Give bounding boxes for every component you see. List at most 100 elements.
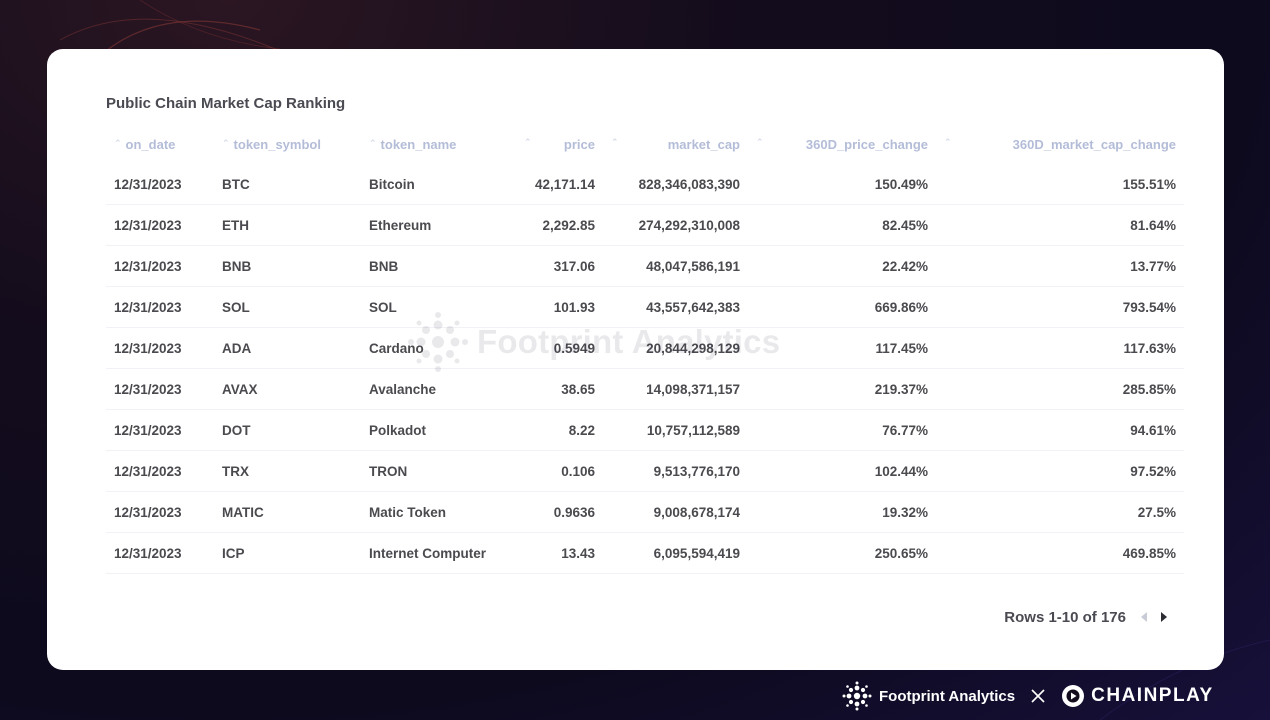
table-row: 12/31/2023 ADA Cardano 0.5949 20,844,298… [106,327,1184,369]
cell-360d-price-change: 250.65% [748,532,936,574]
ranking-table: ⌃ on_date ⌃ token_symbol ⌃ token_name ⌃ pric… [106,124,1184,574]
cell-price: 38.65 [516,368,603,410]
footprint-logo-icon [842,681,872,711]
next-page-button[interactable] [1154,607,1174,627]
cell-market-cap: 43,557,642,383 [603,286,748,328]
cell-360d-price-change: 150.49% [748,164,936,205]
cell-token-symbol: ADA [214,327,361,369]
column-header-label: price [563,136,595,152]
table-row: 12/31/2023 AVAX Avalanche 38.65 14,098,3… [106,368,1184,410]
cell-360d-price-change: 102.44% [748,450,936,492]
card-title: Public Chain Market Cap Ranking [106,95,346,112]
footer-brands: Footprint Analytics CHAINPLAY [840,680,1214,712]
column-header-360d-market-cap-change[interactable]: ⌃ 360D_market_cap_change [936,124,1184,164]
cell-price: 0.106 [516,450,603,492]
cell-market-cap: 9,008,678,174 [603,491,748,533]
cell-token-symbol: BTC [214,164,361,205]
previous-page-button[interactable] [1134,607,1154,627]
cell-360d-market-cap-change: 97.52% [936,450,1184,492]
cell-360d-price-change: 19.32% [748,491,936,533]
sort-icon: ⌃ [524,137,532,147]
column-header-token-name[interactable]: ⌃ token_name [361,124,516,164]
cell-360d-price-change: 82.45% [748,204,936,246]
times-icon [1031,689,1045,703]
sort-icon: ⌃ [756,137,764,147]
column-header-label: 360D_price_change [805,136,928,152]
cell-token-name: TRON [361,450,516,492]
table-row: 12/31/2023 BTC Bitcoin 42,171.14 828,346… [106,164,1184,205]
cell-360d-price-change: 669.86% [748,286,936,328]
cell-token-name: Ethereum [361,204,516,246]
cell-price: 8.22 [516,409,603,451]
cell-market-cap: 6,095,594,419 [603,532,748,574]
cell-token-symbol: BNB [214,245,361,287]
sort-icon: ⌃ [611,137,619,147]
column-header-label: token_name [380,136,457,152]
column-header-market-cap[interactable]: ⌃ market_cap [603,124,748,164]
cell-price: 0.5949 [516,327,603,369]
table-row: 12/31/2023 ETH Ethereum 2,292.85 274,292… [106,204,1184,246]
cell-token-name: Matic Token [361,491,516,533]
footprint-brand-name: Footprint Analytics [879,687,1016,705]
table-row: 12/31/2023 SOL SOL 101.93 43,557,642,383… [106,286,1184,328]
cell-360d-market-cap-change: 117.63% [936,327,1184,369]
cell-market-cap: 10,757,112,589 [603,409,748,451]
cell-360d-market-cap-change: 13.77% [936,245,1184,287]
cell-360d-market-cap-change: 94.61% [936,409,1184,451]
column-header-price[interactable]: ⌃ price [516,124,603,164]
column-header-360d-price-change[interactable]: ⌃ 360D_price_change [748,124,936,164]
cell-market-cap: 48,047,586,191 [603,245,748,287]
cell-token-symbol: MATIC [214,491,361,533]
pagination: Rows 1-10 of 176 [1004,607,1174,627]
cell-price: 317.06 [516,245,603,287]
rows-count-label: Rows 1-10 of 176 [1004,608,1126,626]
sort-icon: ⌃ [944,137,952,147]
cell-360d-price-change: 219.37% [748,368,936,410]
cell-market-cap: 828,346,083,390 [603,164,748,205]
column-header-label: on_date [125,136,176,152]
cell-token-name: SOL [361,286,516,328]
cell-price: 2,292.85 [516,204,603,246]
chainplay-brand-name: CHAINPLAY [1091,685,1214,706]
cell-token-symbol: DOT [214,409,361,451]
table-row: 12/31/2023 TRX TRON 0.106 9,513,776,170 … [106,450,1184,492]
cell-token-name: Bitcoin [361,164,516,205]
chainplay-logo-icon [1062,685,1085,707]
sort-icon: ⌃ [222,137,230,148]
column-header-label: token_symbol [233,136,321,152]
cell-token-name: Cardano [361,327,516,369]
column-header-token-symbol[interactable]: ⌃ token_symbol [214,124,361,164]
chevron-left-icon [1141,612,1147,622]
cell-token-name: Polkadot [361,409,516,451]
cell-360d-price-change: 117.45% [748,327,936,369]
cell-360d-market-cap-change: 469.85% [936,532,1184,574]
cell-token-symbol: TRX [214,450,361,492]
cell-360d-market-cap-change: 81.64% [936,204,1184,246]
cell-token-symbol: SOL [214,286,361,328]
cell-on-date: 12/31/2023 [106,491,214,533]
cell-on-date: 12/31/2023 [106,409,214,451]
cell-market-cap: 9,513,776,170 [603,450,748,492]
cell-token-name: BNB [361,245,516,287]
table-row: 12/31/2023 BNB BNB 317.06 48,047,586,191… [106,245,1184,287]
table-card: Public Chain Market Cap Ranking ⌃ on_date… [47,49,1224,670]
cell-on-date: 12/31/2023 [106,204,214,246]
table-row: 12/31/2023 ICP Internet Computer 13.43 6… [106,532,1184,574]
cell-360d-price-change: 76.77% [748,409,936,451]
cell-360d-market-cap-change: 27.5% [936,491,1184,533]
cell-360d-price-change: 22.42% [748,245,936,287]
cell-market-cap: 14,098,371,157 [603,368,748,410]
cell-price: 13.43 [516,532,603,574]
cell-token-name: Internet Computer [361,532,516,574]
cell-price: 42,171.14 [516,164,603,205]
table-row: 12/31/2023 DOT Polkadot 8.22 10,757,112,… [106,409,1184,451]
table-header-row: ⌃ on_date ⌃ token_symbol ⌃ token_name ⌃ pric… [106,124,1184,164]
cell-on-date: 12/31/2023 [106,327,214,369]
cell-price: 0.9636 [516,491,603,533]
cell-on-date: 12/31/2023 [106,164,214,205]
column-header-on-date[interactable]: ⌃ on_date [106,124,214,164]
cell-token-symbol: ICP [214,532,361,574]
cell-on-date: 12/31/2023 [106,245,214,287]
column-header-label: 360D_market_cap_change [1012,136,1176,152]
cell-market-cap: 274,292,310,008 [603,204,748,246]
